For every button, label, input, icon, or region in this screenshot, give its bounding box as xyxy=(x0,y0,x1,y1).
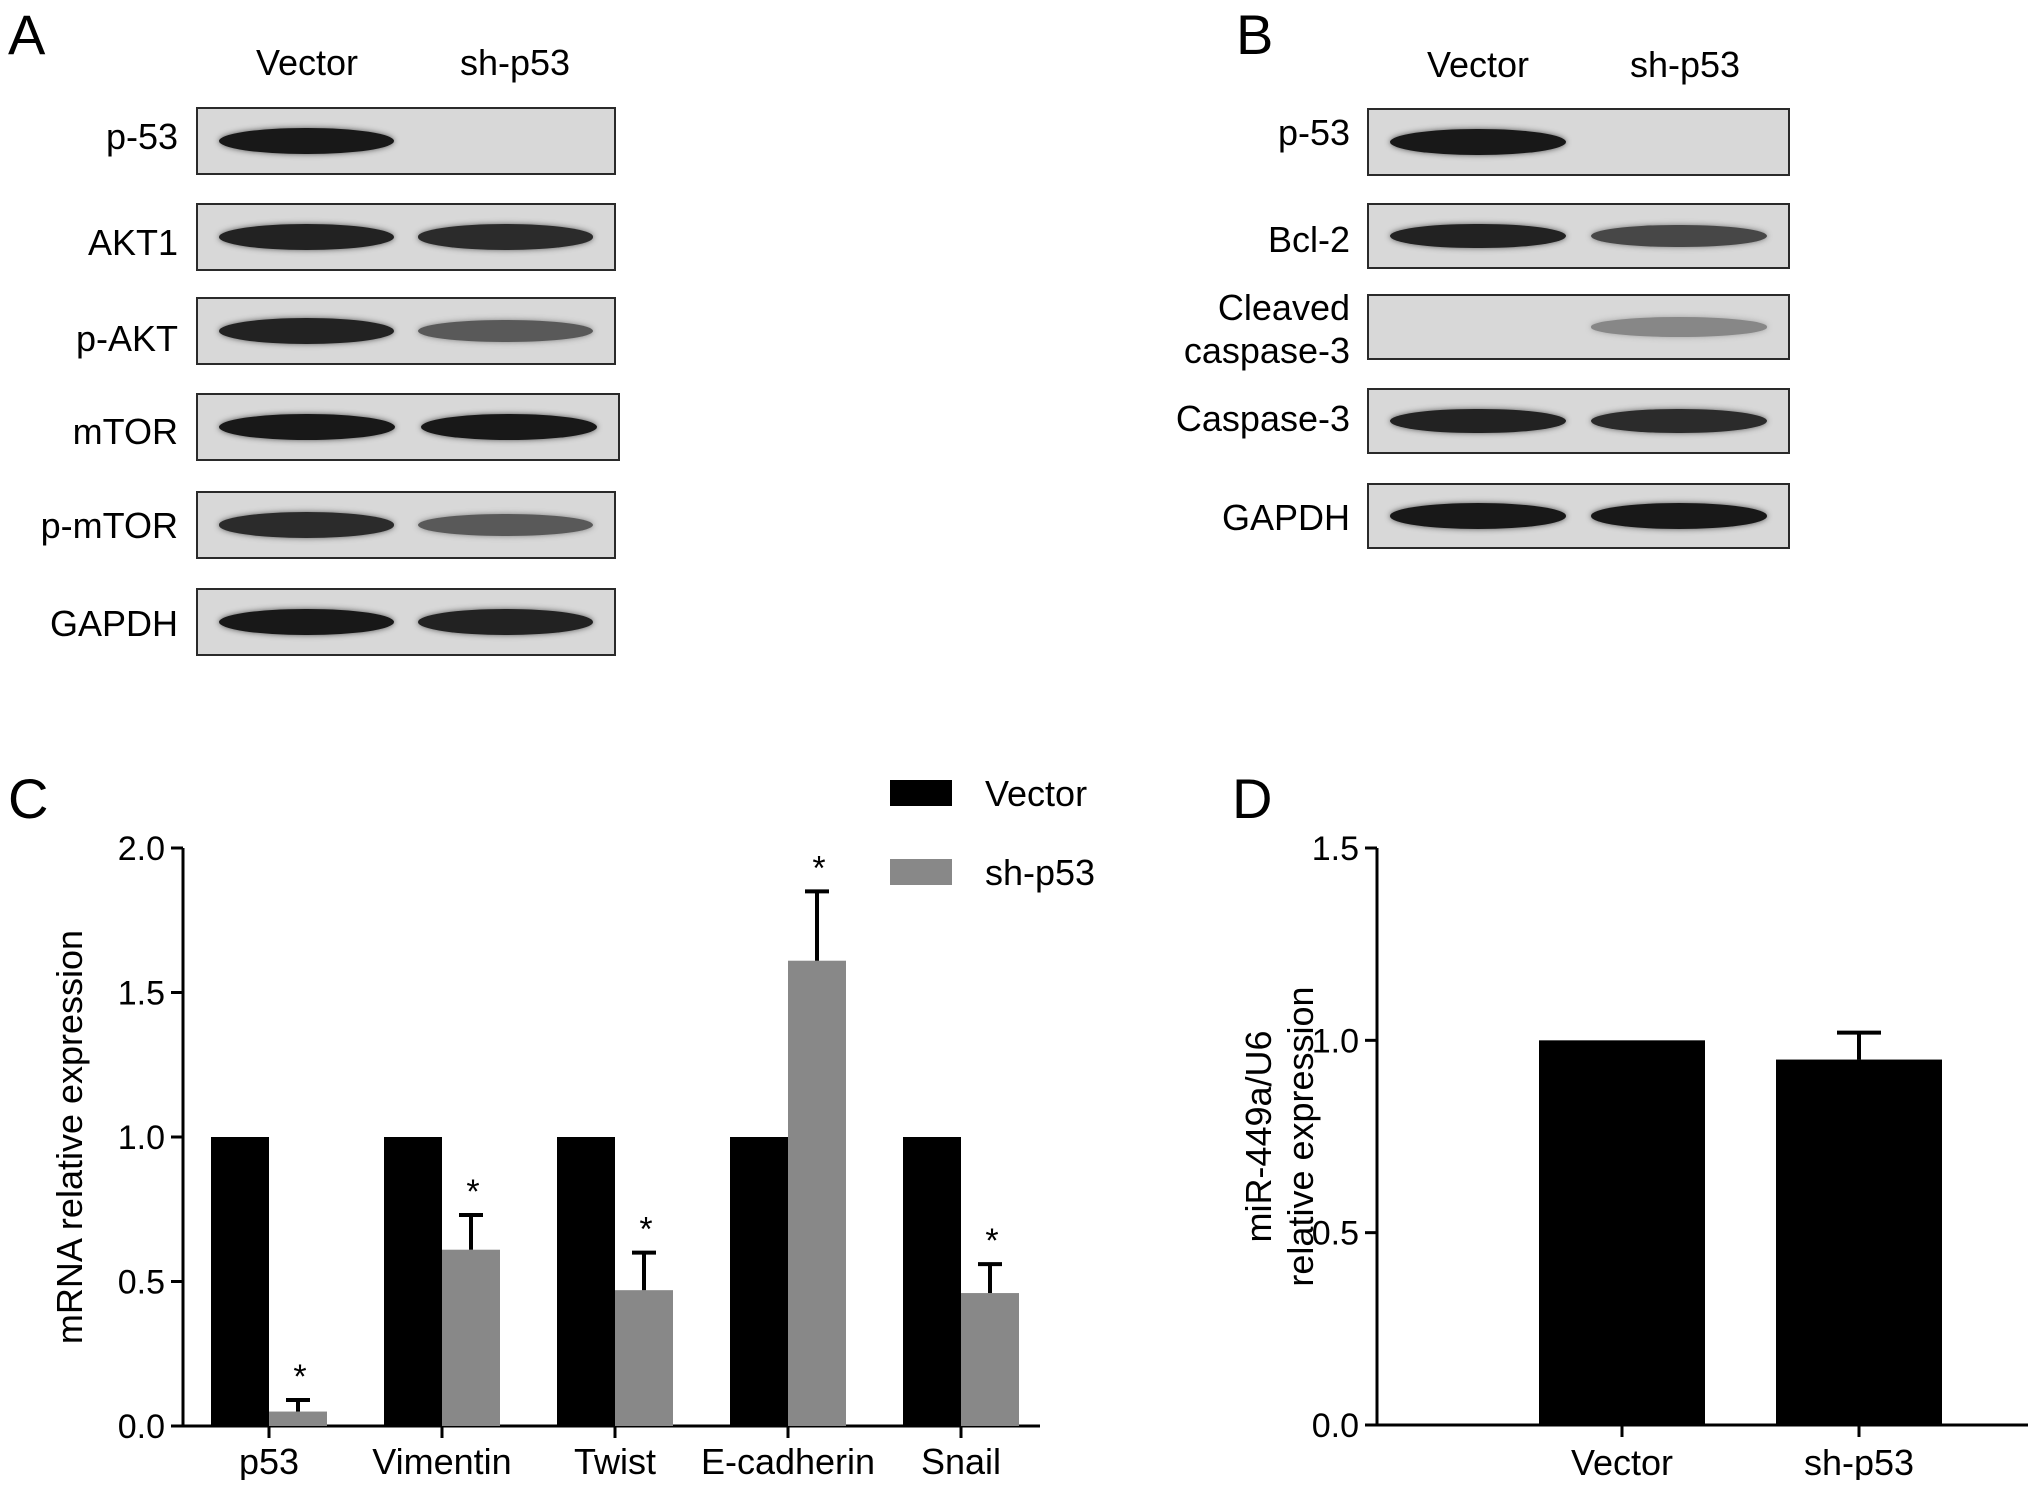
y-axis-title-line1: miR-449a/U6 xyxy=(1238,1030,1279,1242)
y-tick-label: 1.5 xyxy=(118,975,165,1013)
legend-swatch xyxy=(890,780,952,806)
blot-band xyxy=(1591,503,1768,529)
blot-band xyxy=(218,318,394,344)
blot-band xyxy=(1591,224,1768,248)
blot-band xyxy=(218,512,394,538)
blot-band xyxy=(1389,223,1566,249)
y-tick-label: 0.5 xyxy=(1312,1215,1359,1253)
blot-b-label-4: Caspase-3 xyxy=(1175,398,1350,439)
x-tick-label: Vimentin xyxy=(372,1441,511,1480)
blot-band xyxy=(1389,128,1566,156)
significance-marker: * xyxy=(293,1358,306,1396)
bar-vector xyxy=(211,1137,269,1426)
y-tick-label: 1.0 xyxy=(118,1119,165,1157)
blot-a-row-4 xyxy=(196,393,620,461)
blot-a-label-4: mTOR xyxy=(72,411,178,452)
blot-b-label-3a: Cleaved xyxy=(1217,287,1350,328)
y-tick-label: 1.0 xyxy=(1312,1022,1359,1060)
bar-vector xyxy=(384,1137,442,1426)
bar-vector xyxy=(903,1137,961,1426)
blot-b-row-1 xyxy=(1367,108,1790,176)
y-tick-label: 0.5 xyxy=(118,1264,165,1302)
y-tick-label: 0.0 xyxy=(118,1408,165,1446)
blot-band xyxy=(418,319,594,343)
panel-a-letter: A xyxy=(8,3,46,66)
chart-d: 0.0 0.5 1.0 1.5 miR-449a/U6 relative expressi… xyxy=(1238,830,2028,1480)
x-tick-label: Snail xyxy=(921,1441,1001,1480)
x-tick-label: E-cadherin xyxy=(701,1441,875,1480)
x-tick-label: p53 xyxy=(239,1441,299,1480)
blot-a-row-1 xyxy=(196,107,616,175)
blot-band xyxy=(218,224,394,250)
significance-marker: * xyxy=(985,1222,998,1260)
y-tick-label: 1.5 xyxy=(1312,830,1359,868)
bar-vector xyxy=(730,1137,788,1426)
bar-vector xyxy=(557,1137,615,1426)
blot-b-row-4 xyxy=(1367,388,1790,454)
blot-a-label-6: GAPDH xyxy=(49,603,178,644)
y-axis-title-line2: relative expression xyxy=(1280,986,1321,1286)
blot-b-label-1: p-53 xyxy=(1277,112,1350,153)
blot-a-label-5: p-mTOR xyxy=(40,505,178,546)
panel-d-letter: D xyxy=(1232,767,1273,830)
y-axis-title: mRNA relative expression xyxy=(49,930,90,1344)
x-tick-label: Vector xyxy=(1571,1442,1673,1480)
blot-band xyxy=(218,127,394,155)
blot-a-row-2 xyxy=(196,203,616,271)
lane-header-vector: Vector xyxy=(255,42,359,83)
significance-marker: * xyxy=(466,1173,479,1211)
blot-band xyxy=(1591,408,1768,434)
blot-band xyxy=(418,224,594,250)
bar-vector xyxy=(1539,1040,1705,1425)
blot-band xyxy=(219,413,396,441)
bar-sh-p53 xyxy=(615,1290,673,1426)
blot-a-row-3 xyxy=(196,297,616,365)
blot-band xyxy=(1389,503,1566,529)
significance-marker: * xyxy=(639,1211,652,1249)
blot-a-label-1: p-53 xyxy=(105,116,178,157)
lane-header-sh-p53-b: sh-p53 xyxy=(1629,44,1741,85)
blot-b-label-5: GAPDH xyxy=(1221,497,1350,538)
blot-a-row-6 xyxy=(196,588,616,656)
blot-band xyxy=(418,609,594,635)
blot-a-row-5 xyxy=(196,491,616,559)
blot-a-label-3: p-AKT xyxy=(75,318,178,359)
blot-b-row-2 xyxy=(1367,203,1790,269)
legend-swatch xyxy=(890,859,952,885)
bar-sh-p53 xyxy=(788,960,846,1426)
blot-b-label-2: Bcl-2 xyxy=(1267,219,1350,260)
blot-b-row-5 xyxy=(1367,483,1790,549)
blot-band xyxy=(1591,317,1768,337)
blot-b-label-3b: caspase-3 xyxy=(1183,330,1350,371)
chart-c: 0.0 0.5 1.0 1.5 2.0 mRNA relative expression *… xyxy=(49,773,1095,1480)
significance-marker: * xyxy=(812,849,825,887)
blot-band xyxy=(1389,408,1566,434)
legend-label: Vector xyxy=(985,773,1087,814)
legend-label: sh-p53 xyxy=(985,852,1095,893)
blot-b-row-3 xyxy=(1367,294,1790,360)
x-tick-label: Twist xyxy=(574,1441,656,1480)
panel-b-letter: B xyxy=(1236,3,1274,66)
y-tick-label: 2.0 xyxy=(118,830,165,868)
lane-header-sh-p53: sh-p53 xyxy=(459,42,571,83)
y-tick-label: 0.0 xyxy=(1312,1407,1359,1445)
bar-sh-p53 xyxy=(269,1411,327,1426)
bar-sh-p53 xyxy=(961,1293,1019,1426)
blot-a-label-2: AKT1 xyxy=(87,222,178,263)
lane-header-vector-b: Vector xyxy=(1426,44,1530,85)
x-tick-label: sh-p53 xyxy=(1804,1442,1914,1480)
blot-band xyxy=(218,608,394,636)
bar-sh-p53 xyxy=(1776,1059,1942,1425)
bar-sh-p53 xyxy=(442,1249,500,1426)
panel-c-letter: C xyxy=(8,767,49,830)
blot-band xyxy=(418,513,594,537)
blot-band xyxy=(420,413,597,441)
